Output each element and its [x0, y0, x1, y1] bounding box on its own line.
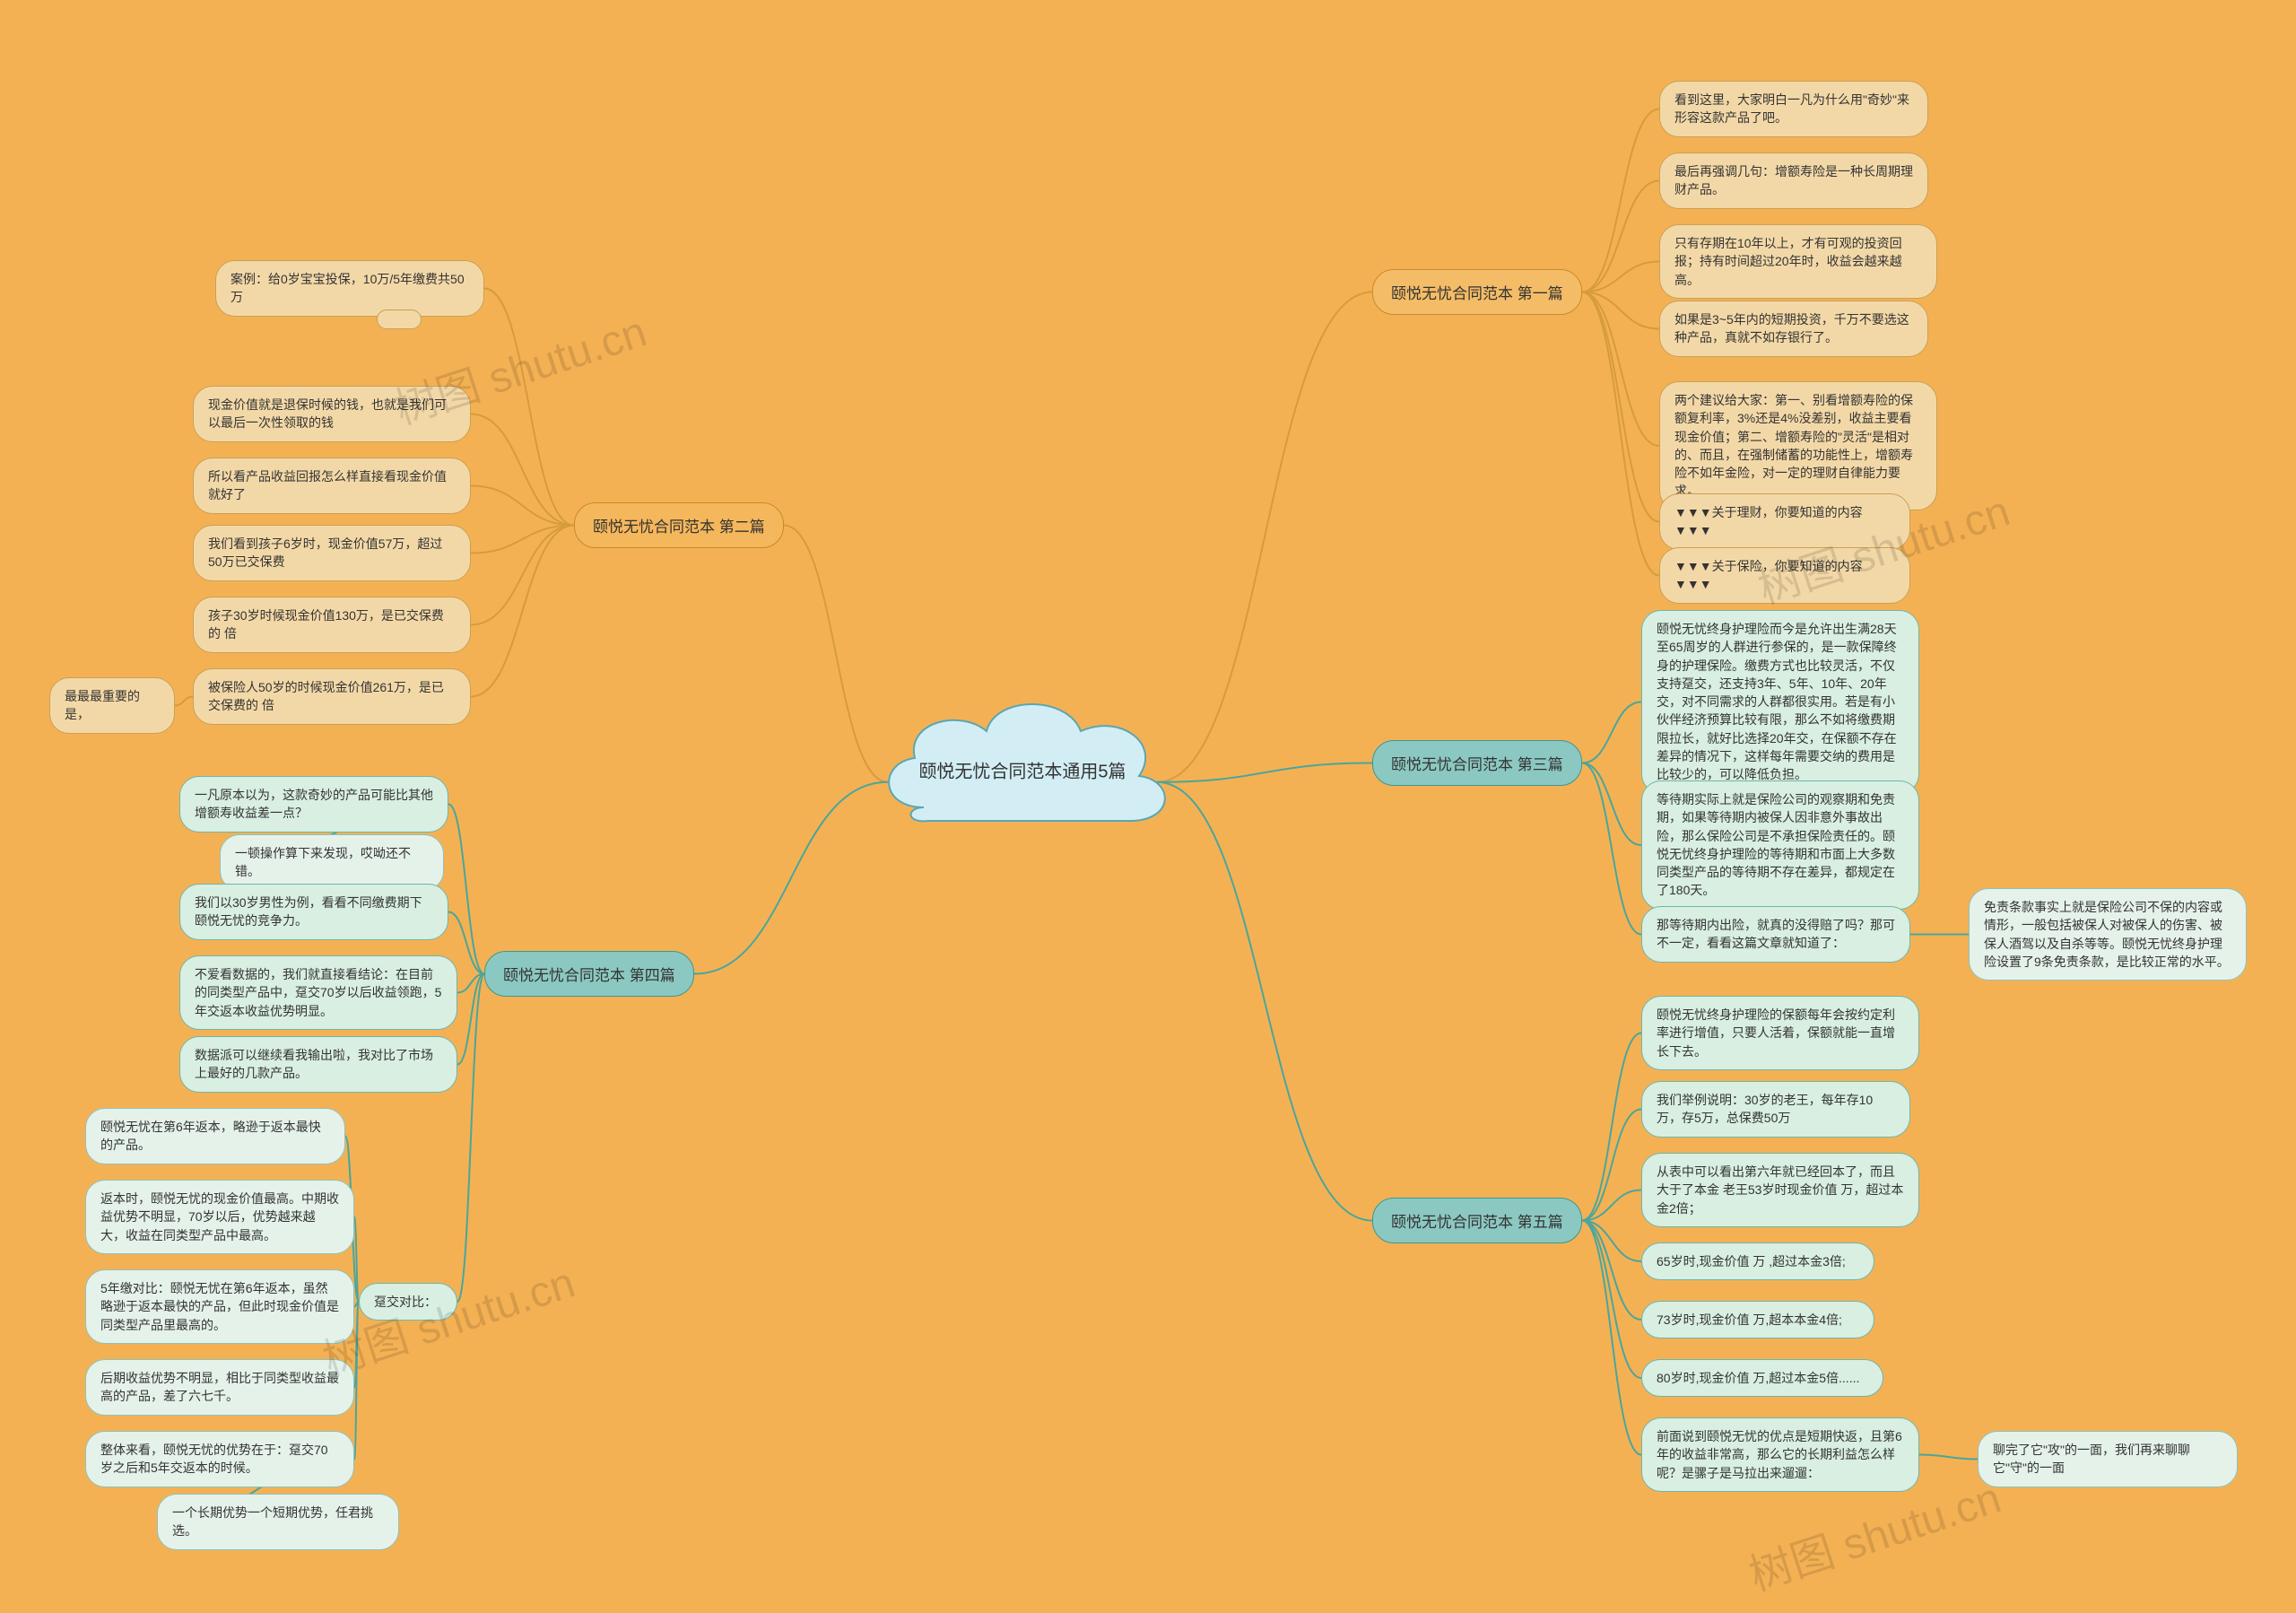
node-b1-2: 最后再强调几句：增额寿险是一种长周期理财产品。 [1659, 153, 1928, 209]
node-b1-7: ▼▼▼关于保险，你要知道的内容▼▼▼ [1659, 547, 1910, 604]
node-b4-1-1: 一顿操作算下来发现，哎呦还不错。 [220, 834, 444, 891]
node-b4-5-5: 整体来看，颐悦无忧的优势在于：趸交70岁之后和5年交返本的时候。 [85, 1431, 354, 1487]
node-b5-5: 73岁时,现金价值 万,超本本金4倍; [1641, 1301, 1874, 1338]
node-b5-4: 65岁时,现金价值 万 ,超过本金3倍; [1641, 1242, 1874, 1280]
node-b5-7: 前面说到颐悦无忧的优点是短期快返，且第6年的收益非常高，那么它的长期利益怎么样呢… [1641, 1417, 1919, 1492]
node-b3-1: 颐悦无忧终身护理险而今是允许出生满28天至65周岁的人群进行参保的，是一款保障终… [1641, 610, 1919, 794]
node-b4-2: 我们以30岁男性为例，看看不同缴费期下颐悦无忧的竞争力。 [179, 884, 448, 940]
node-b3-2: 等待期实际上就是保险公司的观察期和免责期，如果等待期内被保人因非意外事故出险，那… [1641, 780, 1919, 910]
node-b4-5-5-1: 一个长期优势一个短期优势，任君挑选。 [157, 1494, 399, 1550]
node-b4-3: 不爱看数据的，我们就直接看结论：在目前的同类型产品中，趸交70岁以后收益领跑，5… [179, 955, 457, 1030]
node-b3-3-1: 免责条款事实上就是保险公司不保的内容或情形，一般包括被保人对被保人的伤害、被保人… [1969, 888, 2247, 981]
node-b1-6: ▼▼▼关于理财，你要知道的内容▼▼▼ [1659, 493, 1910, 550]
node-b2-1: 案例：给0岁宝宝投保，10万/5年缴费共50万 [215, 260, 484, 317]
center-label: 颐悦无忧合同范本通用5篇 [918, 756, 1126, 782]
node-b1-4: 如果是3~5年内的短期投资，千万不要选这种产品，真就不如存银行了。 [1659, 301, 1928, 357]
node-b1-1: 看到这里，大家明白一凡为什么用"奇妙"来形容这款产品了吧。 [1659, 81, 1928, 137]
node-b4-1: 一凡原本以为，这款奇妙的产品可能比其他增额寿收益差一点？ [179, 776, 448, 833]
branch-b2: 颐悦无忧合同范本 第二篇 [574, 502, 784, 548]
center-node: 颐悦无忧合同范本通用5篇 [861, 673, 1184, 861]
node-b2-5: 孩子30岁时候现金价值130万，是已交保费的 倍 [193, 597, 471, 653]
node-b3-3: 那等待期内出险，就真的没得赔了吗？那可不一定，看看这篇文章就知道了： [1641, 906, 1910, 963]
node-b4-5-3: 5年缴对比：颐悦无忧在第6年返本，虽然略逊于返本最快的产品，但此时现金价值是同类… [85, 1269, 354, 1344]
node-b1-3: 只有存期在10年以上，才有可观的投资回报；持有时间超过20年时，收益会越来越高。 [1659, 224, 1937, 299]
node-b2-2: 现金价值就是退保时候的钱，也就是我们可以最后一次性领取的钱 [193, 386, 471, 442]
node-b2-6: 被保险人50岁的时候现金价值261万，是已交保费的 倍 [193, 668, 471, 725]
node-b4-5-2: 返本时，颐悦无忧的现金价值最高。中期收益优势不明显，70岁以后，优势越来越大，收… [85, 1180, 354, 1254]
node-b5-3: 从表中可以看出第六年就已经回本了，而且大于了本金 老王53岁时现金价值 万，超过… [1641, 1153, 1919, 1227]
node-b4-5: 趸交对比： [359, 1283, 457, 1321]
node-b5-1: 颐悦无忧终身护理险的保额每年会按约定利率进行增值，只要人活着，保额就能一直增长下… [1641, 996, 1919, 1070]
node-b1-5: 两个建议给大家：第一、别看增额寿险的保额复利率，3%还是4%没差别，收益主要看现… [1659, 381, 1937, 510]
node-b2-3: 所以看产品收益回报怎么样直接看现金价值就好了 [193, 458, 471, 514]
node-b4-4: 数据派可以继续看我输出啦，我对比了市场上最好的几款产品。 [179, 1036, 457, 1093]
node-b4-5-4: 后期收益优势不明显，相比于同类型收益最高的产品，差了六七千。 [85, 1359, 354, 1416]
node-b2-6-1: 最最最重要的是， [49, 677, 175, 734]
branch-b5: 颐悦无忧合同范本 第五篇 [1372, 1198, 1582, 1243]
node-b2-1-1 [377, 310, 422, 329]
node-b5-6: 80岁时,现金价值 万,超过本金5倍...... [1641, 1359, 1883, 1397]
branch-b3: 颐悦无忧合同范本 第三篇 [1372, 740, 1582, 786]
branch-b4: 颐悦无忧合同范本 第四篇 [484, 951, 694, 997]
node-b5-7-1: 聊完了它"攻"的一面，我们再来聊聊它"守"的一面 [1978, 1431, 2238, 1487]
branch-b1: 颐悦无忧合同范本 第一篇 [1372, 269, 1582, 315]
node-b4-5-1: 颐悦无忧在第6年返本，略逊于返本最快的产品。 [85, 1108, 345, 1164]
node-b5-2: 我们举例说明：30岁的老王，每年存10万，存5万，总保费50万 [1641, 1081, 1910, 1138]
node-b2-4: 我们看到孩子6岁时，现金价值57万，超过50万已交保费 [193, 525, 471, 581]
